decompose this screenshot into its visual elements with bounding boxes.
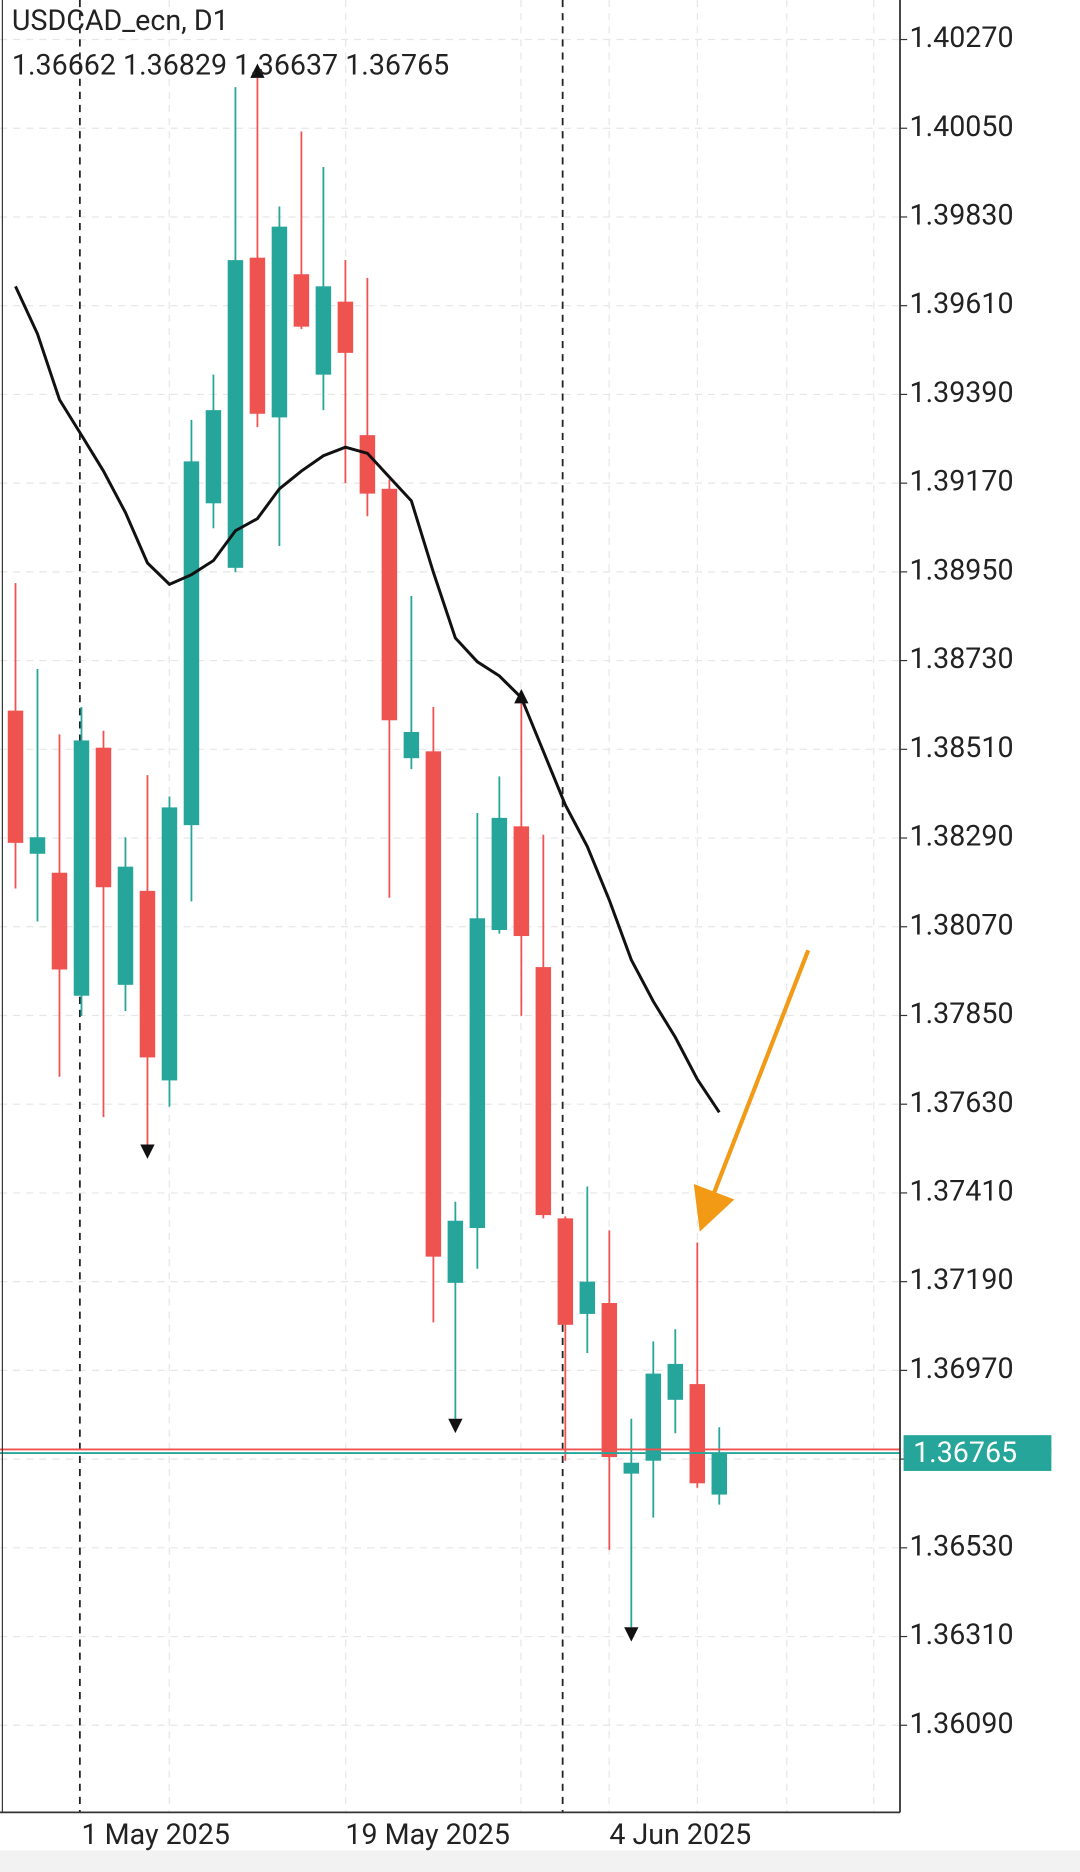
fractal-down: [448, 1418, 463, 1434]
bottom-bar: [0, 1850, 1080, 1872]
candle-body: [227, 260, 244, 568]
candle-body: [139, 890, 156, 1058]
candle-body: [623, 1462, 640, 1474]
price-tag: [903, 1435, 1052, 1471]
candle-body: [403, 731, 420, 759]
y-tick-label: 1.37850: [910, 996, 1014, 1030]
y-tick-label: 1.39390: [910, 375, 1014, 409]
y-tick-label: 1.37410: [910, 1173, 1014, 1207]
x-tick-label: 4 Jun 2025: [609, 1817, 751, 1851]
y-tick-label: 1.36970: [910, 1351, 1014, 1385]
fractal-down: [140, 1144, 155, 1159]
y-tick-label: 1.36310: [910, 1617, 1014, 1651]
candle-body: [337, 301, 354, 353]
y-tick-label: 1.37630: [910, 1085, 1014, 1119]
y-tick-label: 1.39610: [910, 286, 1014, 320]
vertical-grid: [168, 0, 875, 1813]
y-tick-label: 1.36090: [910, 1706, 1014, 1740]
candle-body: [667, 1363, 684, 1400]
candle-body: [29, 837, 46, 854]
fractal-down: [624, 1627, 639, 1642]
candle-body: [95, 747, 112, 888]
y-tick-label: 1.38290: [910, 819, 1014, 853]
candle-body: [689, 1384, 706, 1484]
candle-body: [425, 751, 442, 1257]
candle-body: [161, 807, 178, 1081]
ohlc-text: 1.36662 1.36829 1.36637 1.36765: [12, 47, 449, 81]
candle-body: [315, 286, 332, 375]
chart-title: USDCAD_ecn, D1: [12, 3, 229, 37]
price-tag-label: 1.36765: [913, 1435, 1017, 1469]
candle-body: [469, 918, 486, 1229]
candle-body: [183, 461, 200, 826]
candle-body: [271, 226, 288, 418]
y-tick-label: 1.40270: [910, 20, 1014, 54]
y-tick-label: 1.37190: [910, 1262, 1014, 1296]
candle-body: [601, 1303, 618, 1458]
x-tick-label: 1 May 2025: [81, 1817, 229, 1851]
plot: [0, 63, 901, 1642]
candle-body: [7, 710, 24, 843]
arrow-shaft: [710, 949, 811, 1197]
y-tick-label: 1.38950: [910, 552, 1014, 586]
candle-body: [51, 872, 68, 970]
candle-body: [359, 435, 376, 494]
candle-body: [117, 866, 134, 985]
candle-body: [447, 1220, 464, 1283]
grid: [0, 38, 901, 1726]
candle-body: [711, 1453, 728, 1495]
y-tick-label: 1.39170: [910, 464, 1014, 498]
candle-body: [645, 1373, 662, 1461]
candle-body: [513, 826, 530, 937]
candle-body: [535, 967, 552, 1216]
fractal-up: [250, 63, 265, 78]
candle-body: [205, 410, 222, 504]
y-tick-label: 1.38070: [910, 907, 1014, 941]
candle-body: [249, 257, 266, 414]
y-tick-label: 1.38510: [910, 730, 1014, 764]
y-tick-label: 1.40050: [910, 109, 1014, 143]
x-tick-label: 19 May 2025: [345, 1817, 510, 1851]
y-tick-label: 1.38730: [910, 641, 1014, 675]
moving-average: [14, 285, 721, 1114]
annotation-arrow: [693, 949, 811, 1232]
candle-body: [293, 274, 310, 327]
candle-body: [557, 1218, 574, 1325]
y-tick-label: 1.36530: [910, 1528, 1014, 1562]
arrow-head: [693, 1184, 735, 1232]
candle-body: [491, 817, 508, 930]
candle-body: [73, 740, 90, 996]
candle-body: [381, 488, 398, 721]
candle-body: [579, 1281, 596, 1314]
y-tick-label: 1.39830: [910, 198, 1014, 232]
fractal-up: [514, 689, 529, 704]
